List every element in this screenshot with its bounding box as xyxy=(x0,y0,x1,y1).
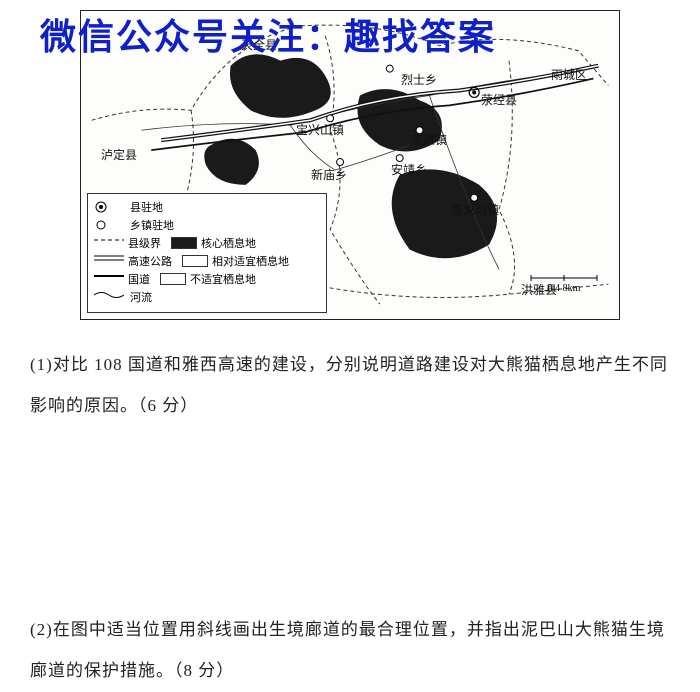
legend-label: 国道 xyxy=(128,271,150,287)
scale-bar: 0 4 8km xyxy=(529,273,599,294)
map-place-label: 泸定县 xyxy=(101,146,137,163)
legend-row: 高速公路 相对适宜栖息地 xyxy=(94,252,320,270)
unsuitable-habitat-swatch xyxy=(160,273,186,285)
map-place-label: 花滩镇 xyxy=(411,131,447,148)
map-place-label: 安靖乡 xyxy=(391,161,427,178)
map-place-label: 新庙乡 xyxy=(311,166,347,183)
national-road-icon xyxy=(94,272,124,286)
county-border-icon xyxy=(94,236,124,250)
legend-label: 核心栖息地 xyxy=(201,235,256,251)
watermark-text: 微信公众号关注：趣找答案 xyxy=(40,8,496,60)
legend-label: 乡镇驻地 xyxy=(130,217,174,233)
map-place-label: 苍龙沟镇 xyxy=(451,201,499,218)
legend-label: 高速公路 xyxy=(128,253,172,269)
question-1: (1)对比 108 国道和雅西高速的建设，分别说明道路建设对大熊猫栖息地产生不同… xyxy=(30,345,670,427)
legend-row: 国道 不适宜栖息地 xyxy=(94,270,320,288)
suitable-habitat-swatch xyxy=(182,255,208,267)
legend-label: 相对适宜栖息地 xyxy=(212,253,289,269)
map-place-label: 雨城区 xyxy=(551,66,587,83)
legend-label: 不适宜栖息地 xyxy=(190,271,256,287)
map-place-label: 荥经县 xyxy=(481,91,517,108)
map-legend: 县驻地 乡镇驻地 县级界 核心栖息地 高速公路 相对适宜栖息地 国道 不适宜栖息… xyxy=(87,193,327,313)
question-2: (2)在图中适当位置用斜线画出生境廊道的最合理位置，并指出泥巴山大熊猫生境廊道的… xyxy=(30,610,670,692)
town-seat-icon xyxy=(94,218,124,232)
legend-row: 乡镇驻地 xyxy=(94,216,320,234)
legend-label: 河流 xyxy=(130,289,152,305)
core-habitat-swatch xyxy=(171,237,197,249)
scale-label: 0 4 8km xyxy=(529,283,599,294)
legend-label: 县级界 xyxy=(128,235,161,251)
map-place-label: 烈士乡 xyxy=(401,71,437,88)
county-seat-icon xyxy=(94,200,124,214)
legend-label: 县驻地 xyxy=(130,199,163,215)
expressway-icon xyxy=(94,254,124,268)
legend-row: 县级界 核心栖息地 xyxy=(94,234,320,252)
legend-row: 县驻地 xyxy=(94,198,320,216)
map-place-label: 宝兴山镇 xyxy=(296,121,344,138)
legend-row: 河流 xyxy=(94,288,320,306)
river-icon xyxy=(94,290,124,304)
